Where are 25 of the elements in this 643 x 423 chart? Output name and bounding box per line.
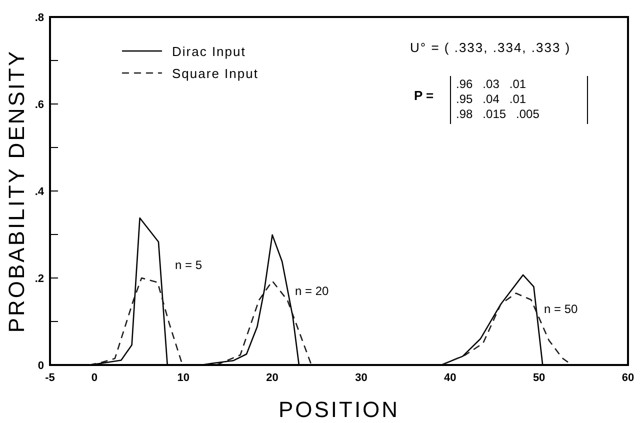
legend-label: Square Input	[172, 66, 258, 80]
y-axis-title: PROBABILITY DENSITY	[4, 49, 29, 333]
y-tick-label: .4	[34, 186, 45, 198]
y-tick-label: .2	[34, 272, 44, 285]
x-tick-label: 40	[444, 372, 456, 384]
annotation: P =	[414, 88, 434, 103]
annotation: n = 50	[544, 302, 578, 316]
x-tick-label: 60	[622, 372, 634, 384]
x-tick-label: 20	[266, 372, 278, 384]
x-tick-label: 0	[91, 372, 98, 384]
annotation: .98 .015 .005	[456, 107, 540, 121]
annotation: U° = ( .333, .334, .333 )	[410, 40, 571, 55]
x-tick-label: 50	[532, 372, 546, 384]
x-tick-label: 10	[177, 372, 190, 384]
y-tick-label: 0	[38, 360, 44, 372]
annotation: .95 .04 .01	[456, 92, 526, 106]
y-tick-label: .6	[34, 98, 44, 111]
y-tick-label: .8	[34, 12, 44, 24]
x-tick-label: -5	[45, 372, 55, 384]
x-tick-label: 30	[355, 372, 368, 384]
annotation: n = 5	[175, 258, 202, 272]
legend-label: Dirac Input	[172, 44, 246, 58]
x-axis-title: POSITION	[278, 397, 400, 422]
annotation: n = 20	[295, 284, 329, 298]
annotation: .96 .03 .01	[456, 77, 526, 91]
